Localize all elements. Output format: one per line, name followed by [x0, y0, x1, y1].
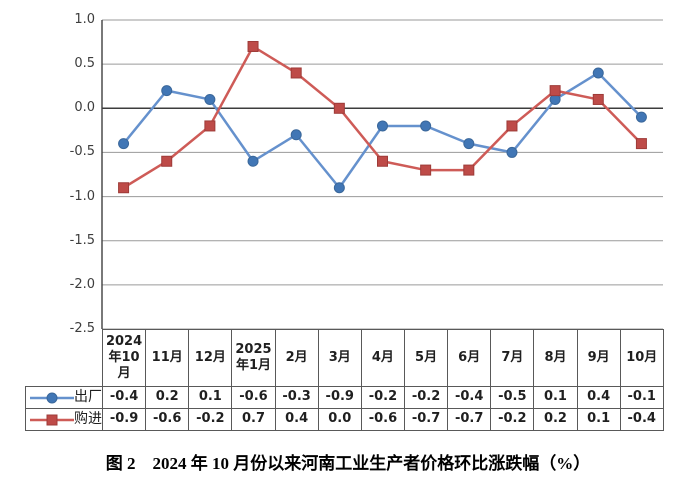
- legend-header-spacer: [26, 330, 103, 387]
- value-cell-goujin-12: -0.4: [619, 408, 664, 431]
- value-cell-chuchang-4: -0.3: [274, 386, 319, 409]
- y-tick-label: -1.0: [69, 188, 95, 204]
- legend-cell-chuchang: 出厂: [25, 386, 103, 409]
- data-point-chuchang: [635, 111, 647, 123]
- y-tick-label: -2.5: [69, 321, 95, 336]
- month-header-12: 10月: [619, 329, 664, 387]
- data-point-chuchang: [247, 155, 259, 167]
- data-point-chuchang: [592, 67, 604, 79]
- value-cell-goujin-3: 0.7: [231, 408, 276, 431]
- value-cell-chuchang-0: -0.4: [101, 386, 147, 409]
- data-point-goujin: [592, 93, 604, 105]
- value-cell-chuchang-7: -0.2: [403, 386, 449, 409]
- value-cell-goujin-5: 0.0: [317, 408, 362, 431]
- data-point-goujin: [290, 67, 302, 79]
- month-header-10: 8月: [533, 329, 578, 387]
- value-cell-chuchang-8: -0.4: [447, 386, 492, 409]
- data-point-goujin: [549, 85, 561, 97]
- data-point-chuchang: [420, 120, 432, 132]
- data-point-chuchang: [333, 182, 345, 194]
- data-point-chuchang: [161, 85, 173, 97]
- legend-cell-goujin: 购进: [25, 408, 103, 431]
- series-name-chuchang: 出厂: [74, 389, 102, 405]
- month-header-5: 3月: [317, 329, 362, 387]
- series-name-goujin: 购进: [74, 411, 102, 427]
- month-header-3: 2025年1月: [231, 329, 276, 387]
- data-point-goujin: [161, 155, 173, 167]
- value-cell-goujin-4: 0.4: [274, 408, 319, 431]
- data-point-chuchang: [118, 138, 130, 150]
- y-tick-label: 0.5: [74, 56, 95, 72]
- data-point-goujin: [377, 155, 388, 167]
- value-cell-goujin-6: -0.6: [360, 408, 405, 431]
- value-cell-goujin-2: -0.2: [188, 408, 233, 431]
- month-header-6: 4月: [360, 329, 405, 387]
- value-cell-chuchang-6: -0.2: [360, 386, 405, 409]
- legend-point-chuchang: [46, 392, 58, 403]
- value-cell-goujin-9: -0.2: [490, 408, 535, 431]
- legend-point-goujin: [46, 414, 58, 425]
- value-cell-chuchang-3: -0.6: [231, 386, 276, 409]
- data-point-goujin: [420, 164, 432, 176]
- value-cell-chuchang-11: 0.4: [576, 386, 621, 409]
- month-header-7: 5月: [403, 329, 449, 387]
- value-cell-goujin-7: -0.7: [403, 408, 449, 431]
- data-point-chuchang: [377, 120, 388, 132]
- value-cell-chuchang-5: -0.9: [317, 386, 362, 409]
- value-cell-goujin-10: 0.2: [533, 408, 578, 431]
- data-point-chuchang: [290, 129, 302, 141]
- month-header-4: 2月: [274, 329, 319, 387]
- month-header-2: 12月: [188, 329, 233, 387]
- data-point-chuchang: [506, 146, 518, 158]
- y-tick-label: 0.0: [74, 100, 95, 116]
- value-cell-goujin-0: -0.9: [101, 408, 147, 431]
- data-point-goujin: [247, 40, 259, 52]
- y-tick-label: -0.5: [69, 144, 95, 160]
- y-tick-label: 1.0: [74, 12, 95, 27]
- data-point-goujin: [463, 164, 475, 176]
- chart-data-table: 2024年10月 11月 12月 2025年1月 2月 3月 4月 5月 6月 7月 8月 9月 10月…: [25, 329, 664, 431]
- month-header-1: 11月: [145, 329, 190, 387]
- month-header-0: 2024年10月: [101, 329, 147, 387]
- legend-marker-square-icon: [30, 414, 74, 425]
- month-header-8: 6月: [447, 329, 492, 387]
- data-point-goujin: [204, 120, 216, 132]
- month-header-11: 9月: [576, 329, 621, 387]
- y-tick-label: -1.5: [69, 232, 95, 248]
- data-point-goujin: [118, 182, 130, 194]
- value-cell-chuchang-10: 0.1: [533, 386, 578, 409]
- data-point-chuchang: [463, 138, 475, 150]
- data-point-chuchang: [204, 93, 216, 105]
- value-cell-goujin-11: 0.1: [576, 408, 621, 431]
- chart-title: 图 2 2024 年 10 月份以来河南工业生产者价格环比涨跌幅（%）: [105, 454, 591, 473]
- data-point-goujin: [333, 102, 345, 114]
- legend-marker-circle-icon: [30, 392, 74, 403]
- value-cell-chuchang-2: 0.1: [188, 386, 233, 409]
- value-cell-chuchang-9: -0.5: [490, 386, 535, 409]
- data-point-goujin: [635, 138, 647, 150]
- data-point-goujin: [506, 120, 518, 132]
- month-header-9: 7月: [490, 329, 535, 387]
- value-cell-goujin-8: -0.7: [447, 408, 492, 431]
- value-cell-goujin-1: -0.6: [145, 408, 190, 431]
- value-cell-chuchang-12: -0.1: [619, 386, 664, 409]
- value-cell-chuchang-1: 0.2: [145, 386, 190, 409]
- y-tick-label: -2.0: [69, 276, 95, 292]
